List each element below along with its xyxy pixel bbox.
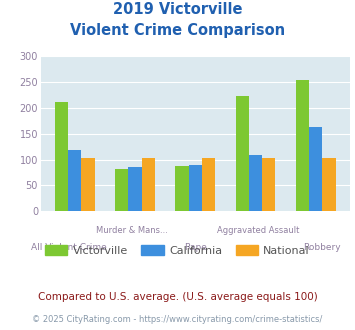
Bar xyxy=(249,155,262,211)
Bar xyxy=(129,167,142,211)
Bar xyxy=(55,102,68,211)
Text: Violent Crime Comparison: Violent Crime Comparison xyxy=(70,23,285,38)
Bar xyxy=(81,158,95,211)
Bar xyxy=(142,158,155,211)
Text: Rape: Rape xyxy=(184,243,207,251)
Text: Aggravated Assault: Aggravated Assault xyxy=(217,226,300,235)
Bar xyxy=(189,165,202,211)
Bar xyxy=(296,81,309,211)
Bar xyxy=(175,166,189,211)
Bar xyxy=(236,96,249,211)
Text: Murder & Mans...: Murder & Mans... xyxy=(96,226,168,235)
Text: Robbery: Robbery xyxy=(303,243,341,251)
Text: 2019 Victorville: 2019 Victorville xyxy=(113,2,242,16)
Bar xyxy=(115,169,129,211)
Text: All Violent Crime: All Violent Crime xyxy=(31,243,106,251)
Bar xyxy=(309,127,322,211)
Bar xyxy=(68,150,81,211)
Bar xyxy=(322,158,335,211)
Bar xyxy=(262,158,275,211)
Bar xyxy=(202,158,215,211)
Legend: Victorville, California, National: Victorville, California, National xyxy=(40,240,315,260)
Text: Compared to U.S. average. (U.S. average equals 100): Compared to U.S. average. (U.S. average … xyxy=(38,292,317,302)
Text: © 2025 CityRating.com - https://www.cityrating.com/crime-statistics/: © 2025 CityRating.com - https://www.city… xyxy=(32,315,323,324)
